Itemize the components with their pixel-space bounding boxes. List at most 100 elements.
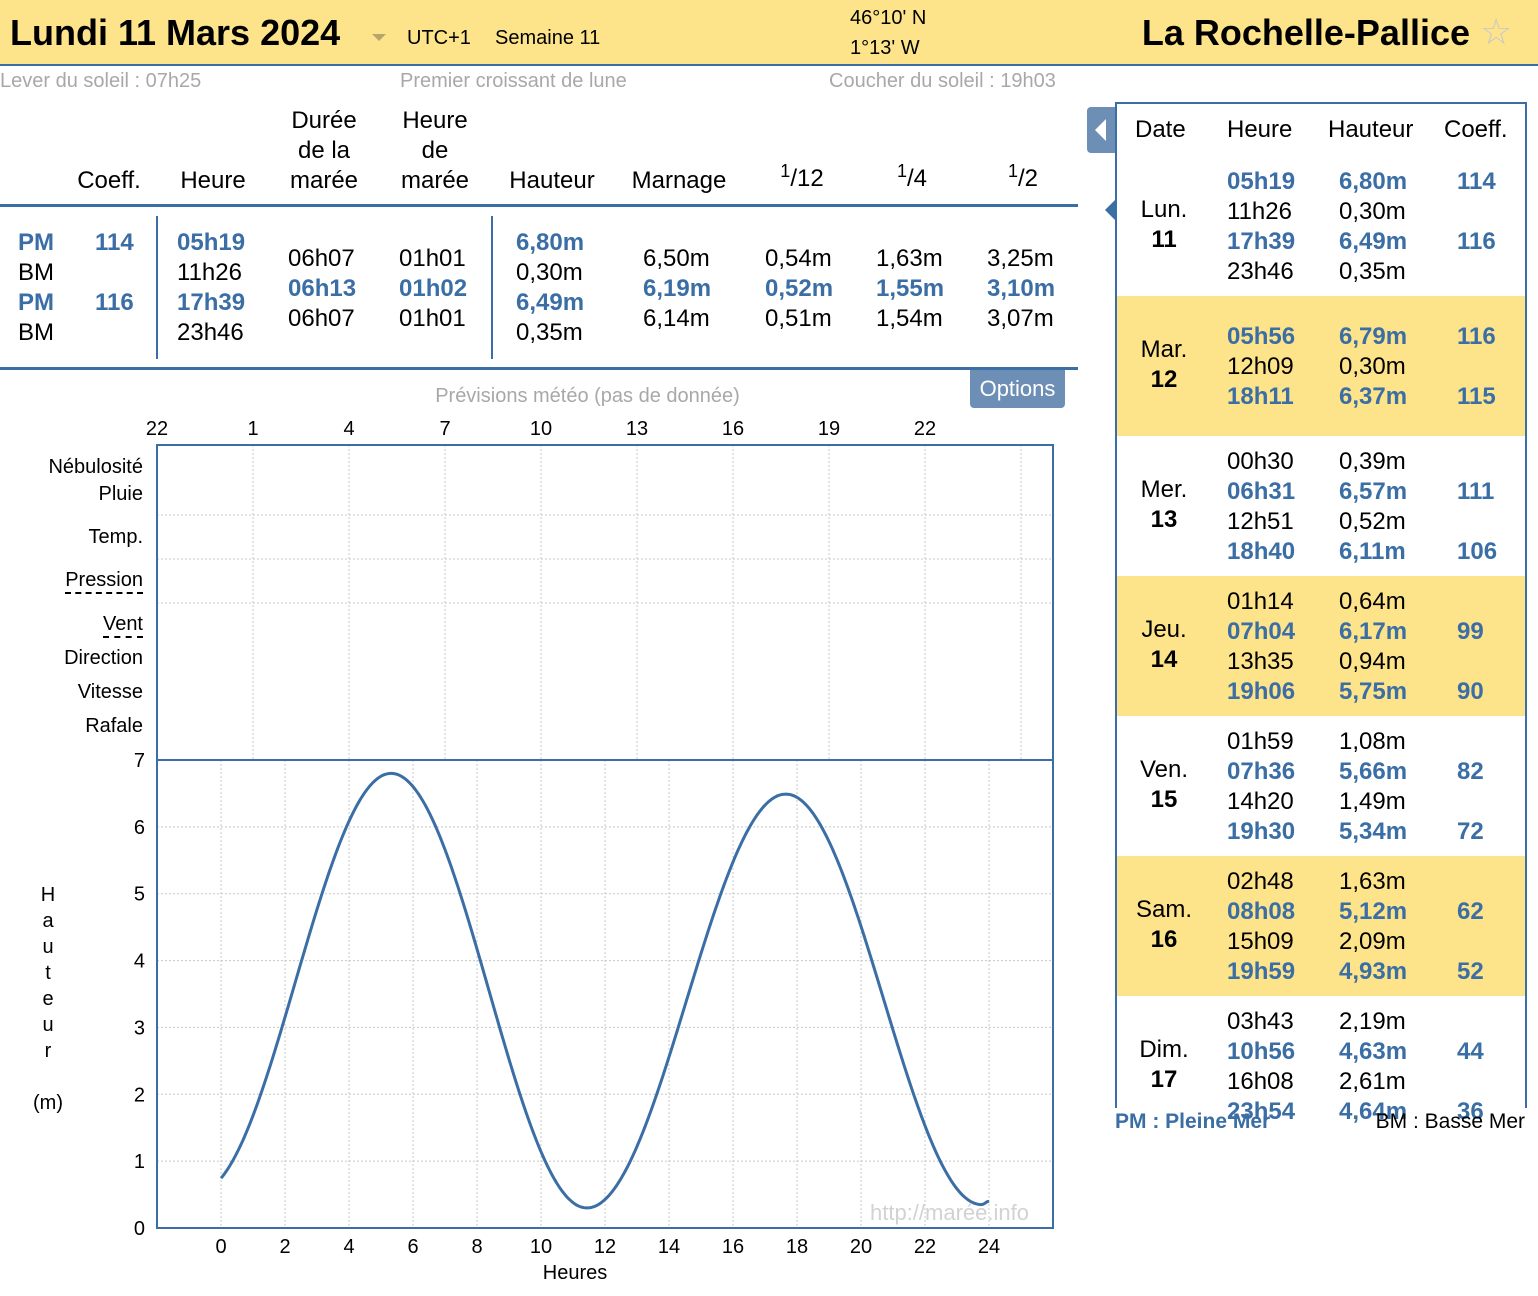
- tide-coeff: 116: [95, 289, 134, 316]
- panel-tide-time: 12h09: [1227, 353, 1294, 380]
- panel-tide-time: 02h48: [1227, 868, 1294, 895]
- x-tick-label: 14: [658, 1236, 680, 1258]
- y-axis-label-letter: u: [42, 1014, 54, 1036]
- panel-tide-time: 19h59: [1227, 958, 1296, 985]
- star-icon[interactable]: ☆: [1480, 11, 1513, 52]
- table-bottom-divider: [0, 367, 1078, 370]
- header-bar: Lundi 11 Mars 2024 UTC+1 Semaine 11 46°1…: [0, 0, 1538, 66]
- panel-tide-time: 06h31: [1227, 478, 1296, 505]
- x-tick-label: 6: [407, 1236, 418, 1258]
- tide-curve: [219, 771, 990, 1210]
- panel-tide-height: 5,34m: [1339, 818, 1408, 845]
- day-number: 17: [1150, 1066, 1178, 1093]
- tide-hour: 01h01: [399, 305, 466, 332]
- panel-tide-time: 18h40: [1227, 538, 1296, 565]
- panel-tide-height: 6,79m: [1339, 323, 1408, 350]
- meteo-hour-tick: 4: [343, 418, 355, 440]
- y-axis-label-letter: e: [42, 988, 54, 1010]
- panel-tide-time: 07h04: [1227, 618, 1296, 645]
- panel-tide-time: 00h30: [1227, 448, 1294, 475]
- panel-tide-time: 05h19: [1227, 168, 1296, 195]
- tide-plot-frame: [156, 759, 1054, 1229]
- duration: 06h07: [288, 245, 355, 272]
- x-tick-label: 18: [786, 1236, 808, 1258]
- header-duree: Durée de la marée: [289, 107, 359, 194]
- panel-tide-time: 07h36: [1227, 758, 1296, 785]
- legend-bm: BM : Basse Mer: [1375, 1110, 1525, 1133]
- day-block[interactable]: Mer. 13 00h30 0,39m 06h31 6,57m 111 12h51 0,52m 1…: [1117, 436, 1525, 576]
- panel-tide-height: 5,12m: [1339, 898, 1408, 925]
- header-quarter: 1/4: [896, 161, 928, 192]
- day-block[interactable]: Mar. 12 05h56 6,79m 116 12h09 0,30m 18h11 6,37m 1…: [1117, 296, 1525, 436]
- label-pression[interactable]: Pression: [65, 569, 143, 594]
- chevron-left-icon: [1095, 119, 1106, 141]
- panel-tide-time: 13h35: [1227, 648, 1294, 675]
- panel-tide-coeff: 99: [1457, 618, 1484, 645]
- quarter-value: 1,63m: [876, 245, 943, 272]
- tide-type: BM: [18, 259, 54, 286]
- day-name: Lun.: [1140, 196, 1188, 223]
- panel-header-coeff: Coeff.: [1444, 116, 1508, 143]
- day-block[interactable]: Ven. 15 01h59 1,08m 07h36 5,66m 82 14h20 1,49m 19…: [1117, 716, 1525, 856]
- legend-pm: PM : Pleine Mer: [1115, 1110, 1271, 1133]
- panel-tide-time: 10h56: [1227, 1038, 1296, 1065]
- panel-tide-coeff: 62: [1457, 898, 1484, 925]
- half-value: 3,10m: [987, 275, 1056, 302]
- panel-tide-height: 2,61m: [1339, 1068, 1406, 1095]
- y-axis-unit: (m): [33, 1092, 63, 1114]
- y-tick-label: 7: [134, 750, 145, 772]
- chevron-down-icon[interactable]: [372, 34, 386, 41]
- tide-time: 17h39: [177, 289, 246, 316]
- y-tick-label: 4: [134, 951, 145, 973]
- collapse-panel-button[interactable]: [1087, 107, 1115, 153]
- date-title[interactable]: Lundi 11 Mars 2024: [10, 12, 341, 53]
- panel-tide-height: 6,37m: [1339, 383, 1408, 410]
- label-vent[interactable]: Vent: [102, 613, 143, 638]
- day-name: Mer.: [1140, 476, 1188, 503]
- tide-type: PM: [18, 229, 54, 256]
- y-axis-label-letter: a: [42, 910, 54, 932]
- week-number: Semaine 11: [495, 27, 601, 49]
- panel-tide-time: 12h51: [1227, 508, 1294, 535]
- x-tick-label: 12: [594, 1236, 616, 1258]
- panel-tide-height: 4,64m: [1339, 1098, 1408, 1125]
- panel-tide-time: 01h59: [1227, 728, 1294, 755]
- meteo-hour-tick: 16: [721, 418, 745, 440]
- tide-height: 6,80m: [516, 229, 585, 256]
- panel-header-heure: Heure: [1227, 116, 1293, 143]
- tide-height: 0,35m: [516, 319, 583, 346]
- day-block[interactable]: Lun. 11 05h19 6,80m 114 11h26 0,30m 17h39 6,49m 1…: [1117, 156, 1525, 296]
- day-name: Mar.: [1140, 336, 1188, 363]
- panel-tide-height: 4,63m: [1339, 1038, 1408, 1065]
- panel-tide-coeff: 36: [1457, 1098, 1484, 1125]
- panel-tide-coeff: 106: [1457, 538, 1498, 565]
- options-button[interactable]: Options: [970, 370, 1065, 408]
- day-block[interactable]: Dim. 17 03h43 2,19m 10h56 4,63m 44 16h08 2,61m 23…: [1117, 996, 1525, 1136]
- day-block[interactable]: Sam. 16 02h48 1,63m 08h08 5,12m 62 15h09 2,09m 19…: [1117, 856, 1525, 996]
- duration: 06h07: [288, 305, 355, 332]
- panel-tide-time: 16h08: [1227, 1068, 1294, 1095]
- table-col-divider: [156, 216, 158, 359]
- week-panel: Date Heure Hauteur Coeff. Lun. 11 05h19 6,8…: [1105, 102, 1527, 1136]
- panel-tide-time: 19h30: [1227, 818, 1296, 845]
- panel-tide-time: 15h09: [1227, 928, 1294, 955]
- panel-tide-height: 6,80m: [1339, 168, 1408, 195]
- y-tick-label: 1: [134, 1151, 145, 1173]
- panel-header-date: Date: [1135, 116, 1186, 143]
- day-number: 11: [1151, 226, 1177, 253]
- day-number: 14: [1150, 646, 1178, 673]
- panel-tide-time: 19h06: [1227, 678, 1296, 705]
- meteo-hour-tick: 10: [529, 418, 553, 440]
- x-tick-label: 2: [279, 1236, 290, 1258]
- header-heure-maree: Heure de marée: [400, 107, 470, 194]
- day-block[interactable]: Jeu. 14 01h14 0,64m 07h04 6,17m 99 13h35 0,94m 19…: [1117, 576, 1525, 716]
- tidal-range: 6,14m: [643, 305, 710, 332]
- twelfth-value: 0,52m: [765, 275, 834, 302]
- y-axis-label-letter: t: [45, 962, 51, 984]
- latitude: 46°10' N: [850, 7, 927, 29]
- tidal-range: 6,50m: [643, 245, 710, 272]
- label-direction: Direction: [64, 647, 143, 669]
- label-rafale: Rafale: [85, 715, 143, 737]
- panel-tide-time: 05h56: [1227, 323, 1296, 350]
- y-tick-label: 6: [134, 817, 145, 839]
